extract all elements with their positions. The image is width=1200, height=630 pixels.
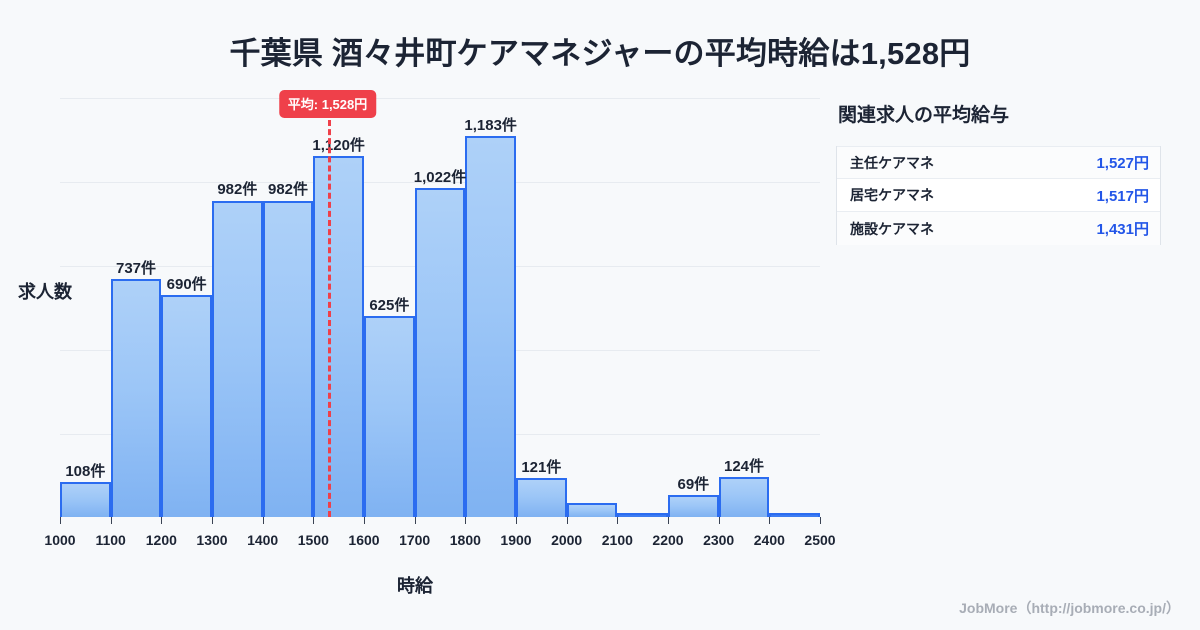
average-salary-value: 1,517円 bbox=[1096, 187, 1149, 205]
gridline bbox=[60, 182, 820, 183]
job-type-label: 主任ケアマネ bbox=[850, 154, 934, 171]
histogram-bar[interactable] bbox=[110, 279, 162, 517]
x-axis-tick-label: 1800 bbox=[449, 532, 481, 548]
bar-value-label: 737件 bbox=[115, 260, 157, 278]
table-row[interactable]: 主任ケアマネ 1,527円 bbox=[837, 146, 1160, 179]
bar-labels-layer: 108件 737件 690件 982件 982件 1,120件 625件 1,022件 1,18… bbox=[60, 98, 820, 517]
x-axis-tick-label: 2000 bbox=[551, 532, 583, 548]
bar-value-label: 124件 bbox=[723, 458, 765, 476]
bar-value-label: 1,183件 bbox=[464, 116, 517, 134]
x-axis-tick-label: 1600 bbox=[348, 532, 380, 548]
x-axis-tick bbox=[364, 517, 365, 524]
ticks-layer: 1000 1100 1200 1300 1400 1500 1600 1700 1800 1900… bbox=[44, 98, 836, 548]
x-axis-tick-label: 1400 bbox=[247, 532, 279, 548]
x-axis-tick-label: 2400 bbox=[753, 532, 785, 548]
histogram-bar[interactable] bbox=[718, 477, 770, 517]
x-axis-tick bbox=[566, 517, 568, 524]
bar-value-label: 625件 bbox=[369, 296, 410, 314]
gridline bbox=[60, 98, 820, 99]
x-axis-tick bbox=[414, 517, 416, 524]
x-axis-tick-label: 1500 bbox=[297, 532, 329, 548]
x-axis-tick bbox=[161, 517, 163, 524]
histogram-bar[interactable] bbox=[313, 156, 364, 517]
x-axis-tick bbox=[212, 517, 213, 524]
job-type-label: 施設ケアマネ bbox=[850, 220, 934, 237]
table-row[interactable]: 居宅ケアマネ 1,517円 bbox=[837, 179, 1160, 212]
x-axis-tick bbox=[516, 517, 517, 524]
average-line bbox=[327, 120, 331, 517]
histogram-bar[interactable] bbox=[465, 135, 516, 517]
x-axis-tick bbox=[60, 517, 61, 524]
x-axis-tick bbox=[820, 517, 821, 524]
y-axis-label: 求人数 bbox=[18, 282, 72, 302]
bar-value-label: 1,022件 bbox=[413, 168, 467, 186]
histogram-bar[interactable] bbox=[516, 478, 567, 517]
bar-value-label: 69件 bbox=[677, 475, 710, 493]
average-annotation-layer: 平均: 1,528円 bbox=[60, 90, 820, 517]
histogram-bar[interactable] bbox=[212, 200, 263, 517]
histogram-bar[interactable] bbox=[262, 200, 314, 517]
table-row[interactable]: 施設ケアマネ 1,431円 bbox=[837, 212, 1160, 245]
watermark-credit: JobMore（http://jobmore.co.jp/） bbox=[959, 600, 1180, 616]
x-axis-tick bbox=[110, 517, 112, 524]
x-axis-label: 時給 bbox=[397, 576, 433, 596]
plot-area: 1000 1100 1200 1300 1400 1500 1600 1700 1800 1900… bbox=[44, 90, 836, 548]
x-axis-tick-label: 1700 bbox=[399, 532, 431, 548]
x-axis-tick bbox=[465, 517, 467, 524]
histogram-bar[interactable] bbox=[414, 187, 466, 517]
x-axis-tick bbox=[617, 517, 619, 524]
histogram-bar[interactable] bbox=[566, 502, 618, 517]
bars-layer bbox=[60, 98, 820, 517]
x-axis-tick bbox=[668, 517, 669, 524]
average-salary-value: 1,431円 bbox=[1096, 221, 1149, 238]
job-type-label: 居宅ケアマネ bbox=[850, 187, 934, 203]
x-axis-tick bbox=[769, 517, 771, 524]
related-salary-title: 関連求人の平均給与 bbox=[838, 105, 1010, 126]
bar-value-label: 982件 bbox=[267, 181, 309, 199]
page-title: 千葉県 酒々井町ケアマネジャーの平均時給は1,528円 bbox=[229, 36, 971, 71]
x-axis-tick-label: 1200 bbox=[145, 532, 177, 548]
histogram-bar[interactable] bbox=[769, 513, 820, 517]
related-salary-panel: 関連求人の平均給与 主任ケアマネ 1,527円居宅ケアマネ 1,517円施設ケアマネ… bbox=[836, 100, 1176, 245]
average-badge: 平均: 1,528円 bbox=[278, 90, 377, 118]
bar-value-label: 690件 bbox=[166, 275, 207, 293]
x-axis-tick-label: 2300 bbox=[703, 532, 735, 548]
related-salary-table: 主任ケアマネ 1,527円居宅ケアマネ 1,517円施設ケアマネ 1,431円 bbox=[836, 146, 1161, 245]
x-axis-tick bbox=[313, 517, 315, 524]
bar-value-label: 1,120件 bbox=[312, 137, 365, 154]
x-axis-tick-label: 1000 bbox=[44, 532, 76, 548]
histogram-bar[interactable] bbox=[161, 294, 212, 517]
x-axis-tick-label: 1300 bbox=[196, 532, 228, 548]
histogram-bar[interactable] bbox=[364, 315, 415, 517]
x-axis-tick-label: 1900 bbox=[500, 532, 532, 548]
average-salary-value: 1,527円 bbox=[1096, 155, 1149, 172]
x-axis-tick bbox=[718, 517, 720, 524]
bar-value-label: 121件 bbox=[521, 459, 562, 476]
histogram-bar[interactable] bbox=[617, 513, 668, 517]
x-axis-tick-label: 2500 bbox=[804, 532, 836, 548]
histogram-bar[interactable] bbox=[60, 482, 111, 517]
x-axis-tick-label: 1100 bbox=[95, 532, 126, 548]
histogram-bar[interactable] bbox=[668, 494, 719, 517]
bar-value-label: 982件 bbox=[217, 181, 258, 199]
bar-value-label: 108件 bbox=[65, 463, 106, 481]
x-axis-tick bbox=[262, 517, 264, 524]
x-axis-tick-label: 2100 bbox=[601, 532, 633, 548]
histogram-chart: 求人数 1000 1100 1200 1300 1400 1500 1600 1700 1800… bbox=[18, 90, 836, 596]
x-axis-tick-label: 2200 bbox=[652, 532, 684, 548]
